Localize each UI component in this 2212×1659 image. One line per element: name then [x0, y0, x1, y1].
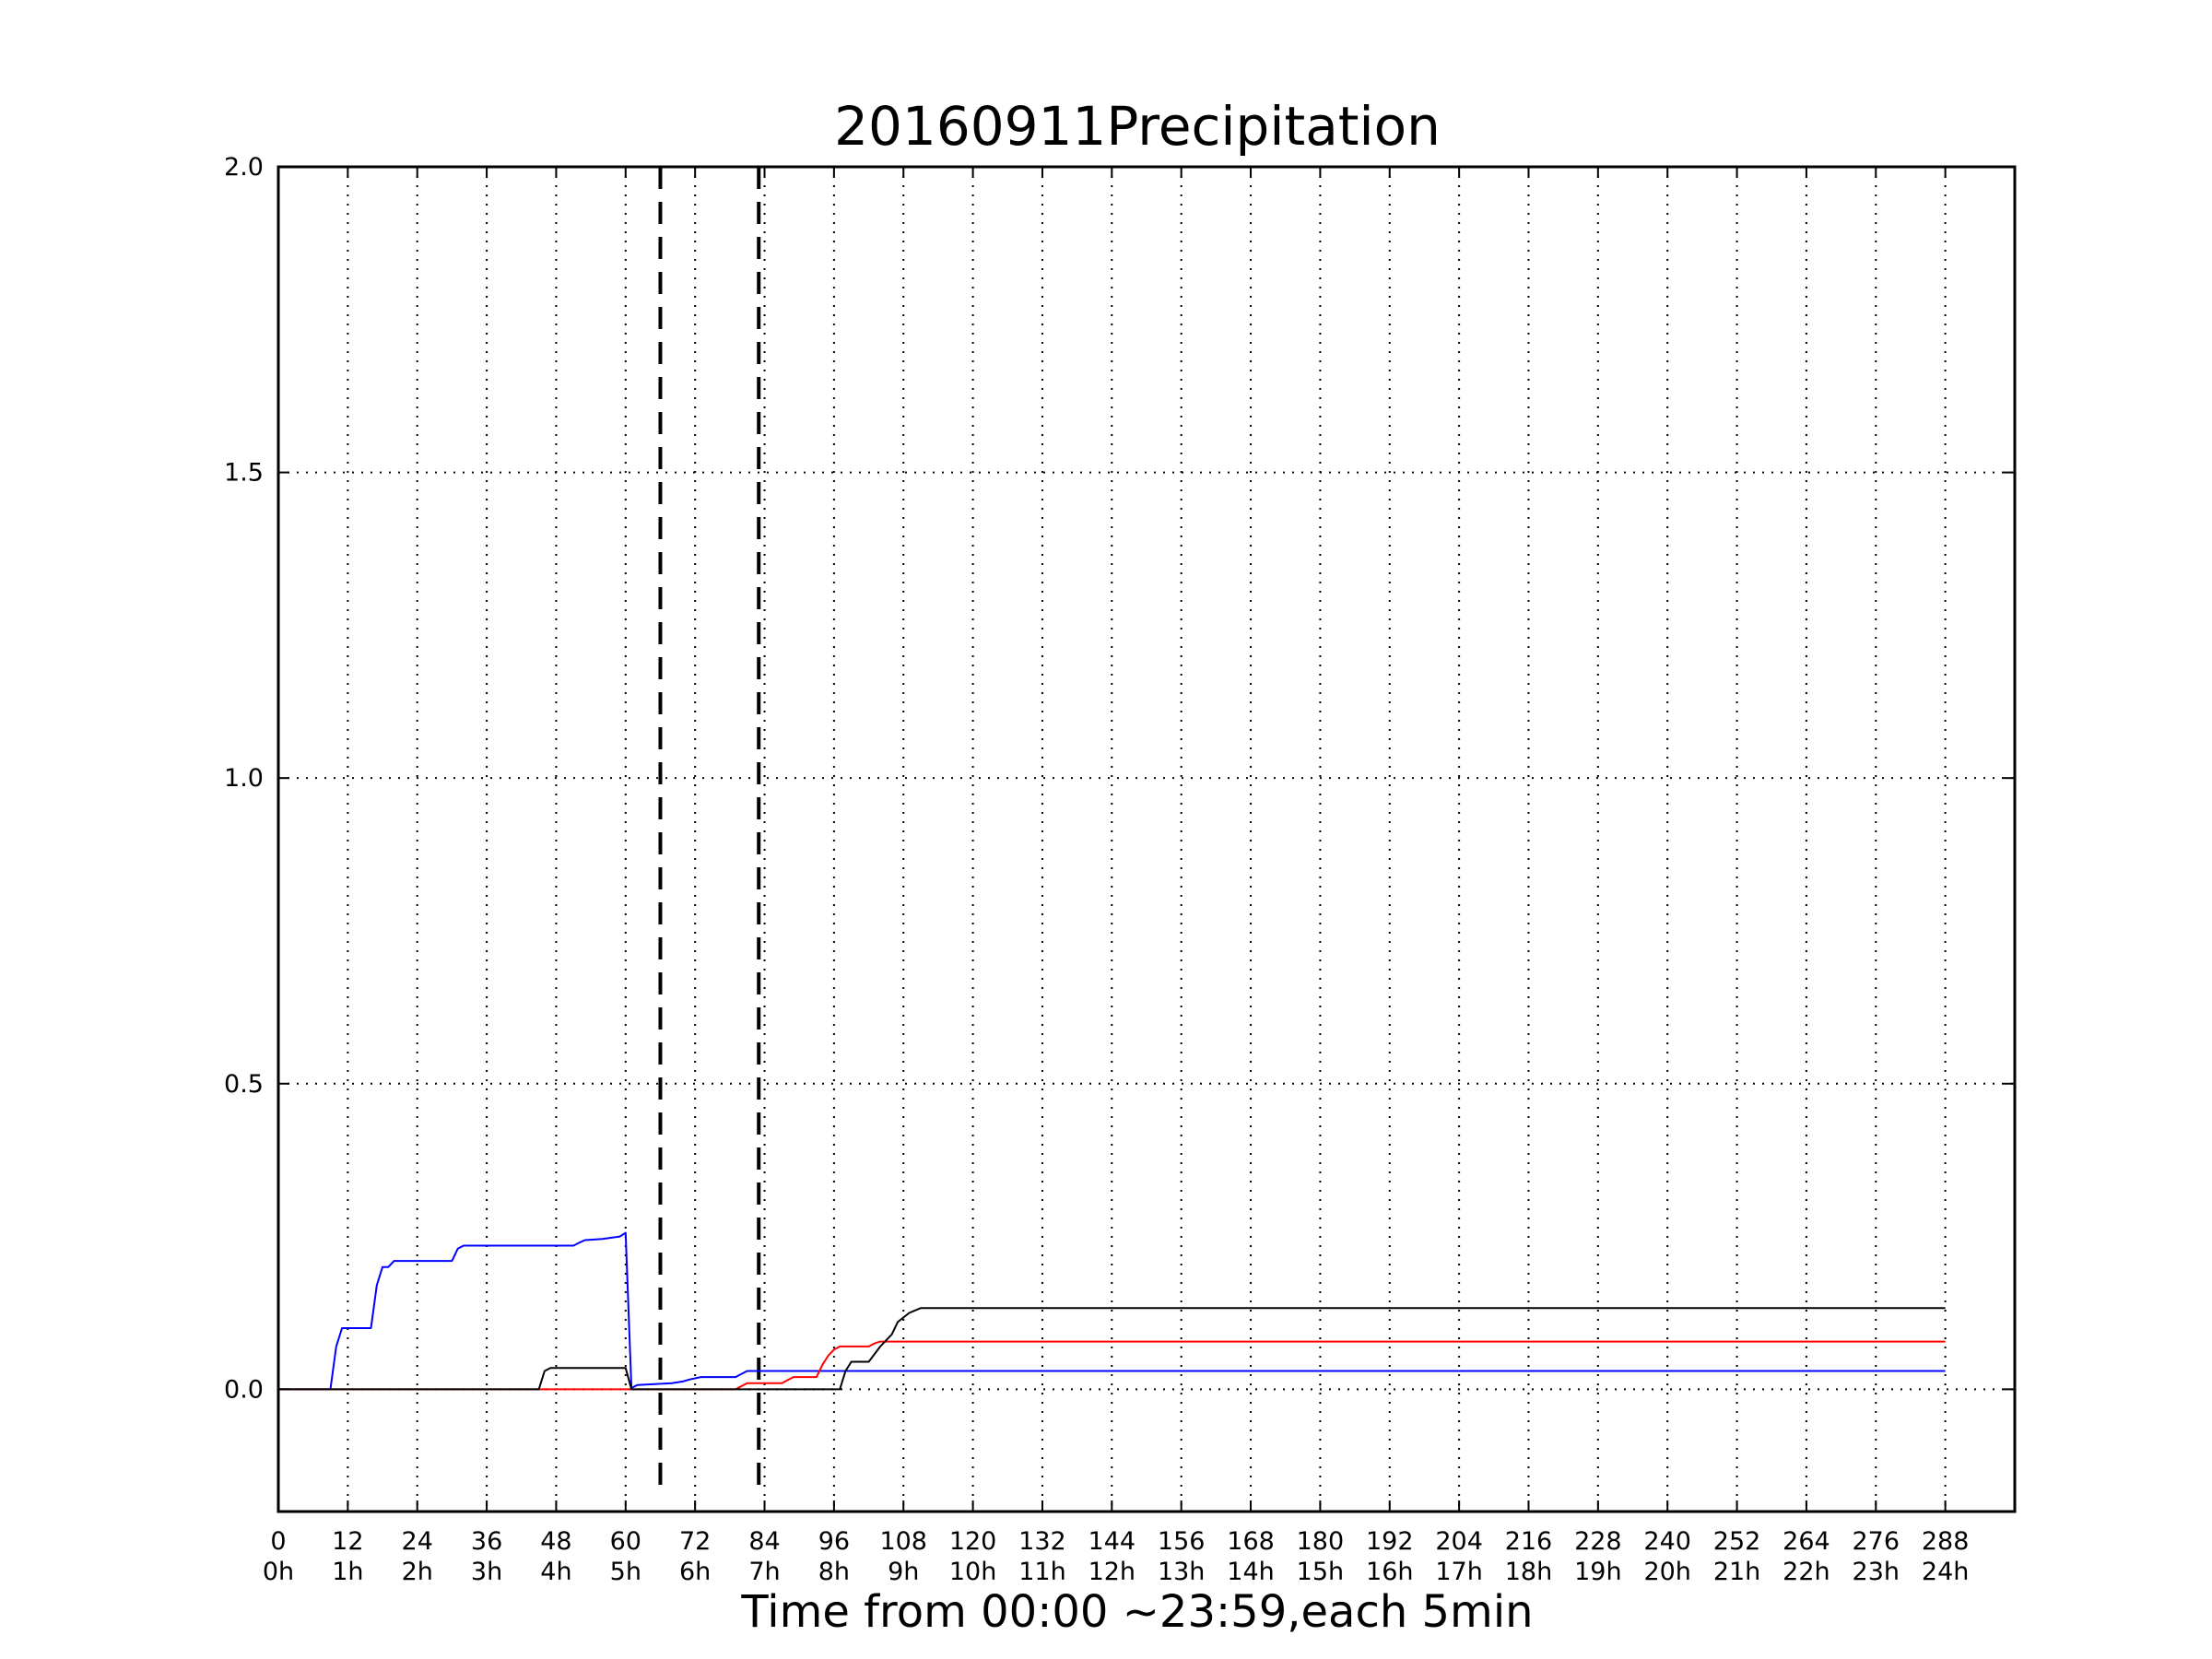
x-tick-sublabel: 9h — [888, 1558, 919, 1586]
x-tick-sublabel: 8h — [818, 1558, 850, 1586]
y-tick-label: 1.0 — [224, 764, 264, 793]
x-tick-sublabel: 5h — [610, 1558, 641, 1586]
x-tick-label: 36 — [471, 1527, 502, 1556]
x-tick-sublabel: 16h — [1366, 1558, 1413, 1586]
x-tick-sublabel: 14h — [1227, 1558, 1274, 1586]
x-tick-label: 96 — [818, 1527, 850, 1556]
x-tick-label: 12 — [332, 1527, 363, 1556]
x-tick-label: 120 — [949, 1527, 997, 1556]
x-tick-sublabel: 1h — [332, 1558, 363, 1586]
x-tick-sublabel: 4h — [540, 1558, 571, 1586]
x-tick-label: 240 — [1643, 1527, 1691, 1556]
x-tick-sublabel: 24h — [1922, 1558, 1969, 1586]
x-tick-sublabel: 0h — [263, 1558, 294, 1586]
x-tick-label: 168 — [1227, 1527, 1275, 1556]
x-tick-sublabel: 13h — [1158, 1558, 1205, 1586]
chart-title: 20160911Precipitation — [834, 95, 1441, 158]
series-lines — [278, 1231, 1946, 1391]
x-tick-sublabel: 6h — [679, 1558, 711, 1586]
x-tick-label: 144 — [1088, 1527, 1136, 1556]
x-tick-sublabel: 15h — [1297, 1558, 1344, 1586]
y-tick-label: 0.5 — [224, 1070, 264, 1099]
x-tick-label: 0 — [270, 1527, 286, 1556]
vertical-markers — [658, 167, 761, 1494]
y-tick-label: 0.0 — [224, 1375, 264, 1404]
x-tick-sublabel: 7h — [748, 1558, 780, 1586]
x-tick-label: 48 — [540, 1527, 571, 1556]
x-tick-sublabel: 21h — [1713, 1558, 1760, 1586]
x-tick-label: 132 — [1018, 1527, 1066, 1556]
plot-frame — [276, 165, 2017, 1513]
x-tick-label: 216 — [1505, 1527, 1553, 1556]
x-tick-label: 204 — [1435, 1527, 1483, 1556]
x-axis-label: Time from 00:00 ~23:59,each 5min — [740, 1586, 1533, 1638]
x-tick-label: 276 — [1853, 1527, 1900, 1556]
x-tick-label: 264 — [1783, 1527, 1830, 1556]
x-tick-sublabel: 22h — [1783, 1558, 1830, 1586]
x-tick-label: 156 — [1158, 1527, 1206, 1556]
x-tick-label: 84 — [748, 1527, 780, 1556]
x-tick-sublabel: 10h — [949, 1558, 996, 1586]
x-tick-label: 192 — [1366, 1527, 1414, 1556]
x-tick-label: 72 — [679, 1527, 711, 1556]
y-axis-ticks: 0.0 0.5 1.0 1.5 2.0 — [224, 153, 2015, 1404]
x-tick-sublabel: 17h — [1435, 1558, 1482, 1586]
x-tick-label: 252 — [1713, 1527, 1761, 1556]
x-tick-label: 24 — [402, 1527, 433, 1556]
y-tick-label: 2.0 — [224, 153, 264, 182]
x-tick-label: 60 — [610, 1527, 641, 1556]
series-line — [278, 1231, 1946, 1391]
grid-lines — [278, 167, 2015, 1512]
x-tick-sublabel: 3h — [471, 1558, 502, 1586]
x-tick-sublabel: 12h — [1088, 1558, 1135, 1586]
x-tick-sublabel: 2h — [402, 1558, 433, 1586]
x-tick-sublabel: 11h — [1018, 1558, 1065, 1586]
series-line — [278, 1340, 1946, 1391]
x-tick-sublabel: 23h — [1853, 1558, 1900, 1586]
y-tick-label: 1.5 — [224, 459, 264, 488]
x-tick-label: 228 — [1574, 1527, 1622, 1556]
x-tick-sublabel: 20h — [1643, 1558, 1690, 1586]
x-tick-sublabel: 19h — [1574, 1558, 1621, 1586]
x-tick-label: 180 — [1297, 1527, 1345, 1556]
series-line — [278, 1307, 1946, 1391]
x-tick-label: 288 — [1922, 1527, 1970, 1556]
x-tick-sublabel: 18h — [1505, 1558, 1552, 1586]
x-tick-label: 108 — [879, 1527, 927, 1556]
